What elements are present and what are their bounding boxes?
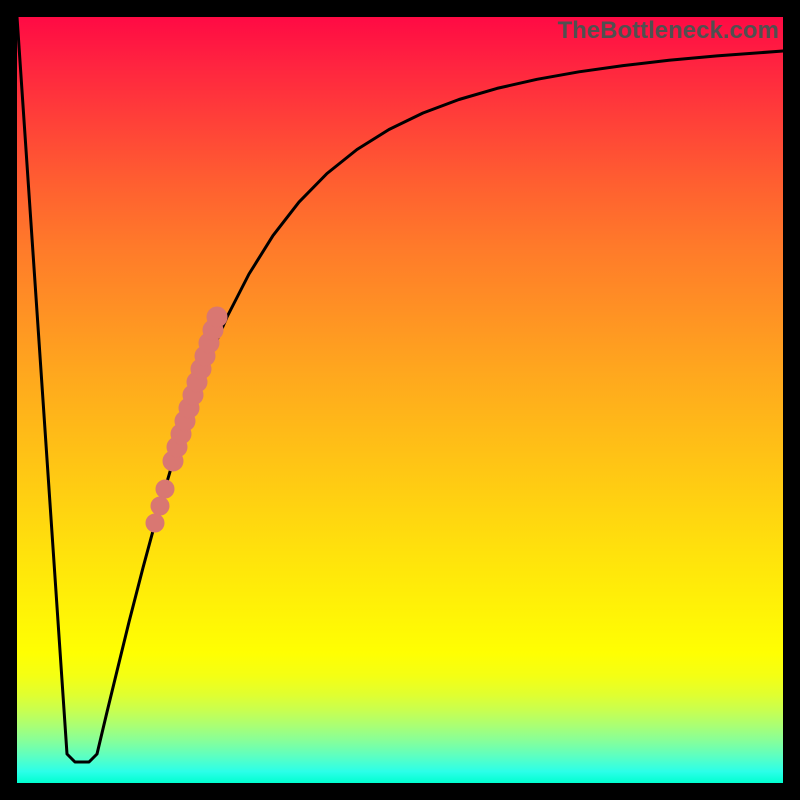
chart-frame: TheBottleneck.com [0, 0, 800, 800]
bottleneck-curve-svg [17, 17, 783, 783]
marker-point [151, 497, 169, 515]
marker-point [146, 514, 164, 532]
marker-cluster-main [163, 307, 227, 471]
marker-point [207, 307, 227, 327]
marker-point [156, 480, 174, 498]
marker-cluster-lower [146, 480, 174, 532]
bottleneck-curve [17, 17, 783, 762]
plot-area: TheBottleneck.com [17, 17, 783, 783]
